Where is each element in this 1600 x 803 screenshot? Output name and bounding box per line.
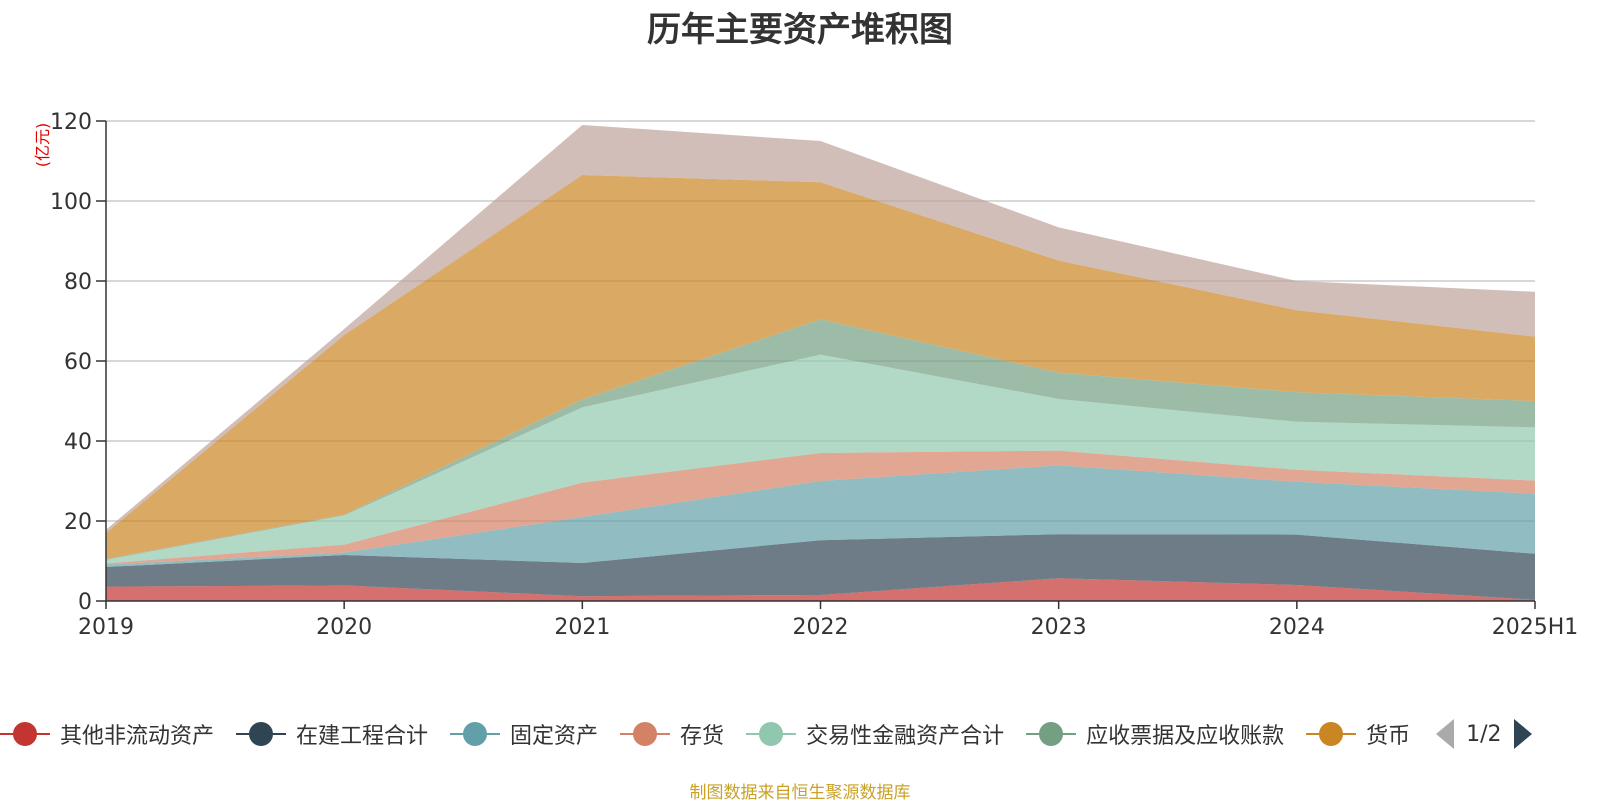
legend-item[interactable]: 货币	[1306, 718, 1410, 750]
legend-label: 存货	[680, 724, 725, 749]
y-tick-label: 40	[64, 430, 92, 455]
y-tick-label: 100	[50, 190, 92, 215]
y-tick-label: 60	[64, 350, 92, 375]
axes: 0 20 40 60 80 100 120 2019 2020 2021 2022 2023 2024 2…	[50, 110, 1578, 640]
y-tick-label: 120	[50, 110, 92, 135]
legend-item[interactable]: 在建工程合计	[236, 718, 428, 750]
y-tick-label: 20	[64, 510, 92, 535]
legend: 其他非流动资产 在建工程合计 固定资产 存货 交易性金融资产合计 应收票据及应收账款 货币 1…	[0, 716, 1600, 752]
legend-prev-page-icon[interactable]	[1436, 719, 1455, 749]
legend-label: 固定资产	[510, 724, 599, 749]
area-series-3	[106, 465, 1535, 567]
legend-marker-icon	[620, 722, 671, 746]
legend-item[interactable]: 其他非流动资产	[0, 718, 214, 750]
area-series-7	[106, 175, 1535, 559]
x-tick-label: 2019	[78, 615, 134, 640]
legend-marker-icon	[236, 722, 287, 746]
x-tick-label: 2022	[793, 615, 849, 640]
legend-marker-icon	[450, 722, 501, 746]
legend-item[interactable]: 应收票据及应收账款	[1026, 718, 1284, 750]
area-series	[106, 125, 1535, 601]
legend-label: 应收票据及应收账款	[1086, 724, 1285, 749]
x-tick-label: 2023	[1031, 615, 1087, 640]
legend-label: 交易性金融资产合计	[806, 724, 1005, 749]
area-series-4	[106, 450, 1535, 565]
legend-marker-icon	[746, 722, 797, 746]
area-series-8	[106, 125, 1535, 533]
x-tick-label: 2025H1	[1492, 615, 1579, 640]
legend-item[interactable]: 固定资产	[450, 718, 598, 750]
legend-page-indicator: 1/2	[1466, 721, 1502, 747]
y-tick-label: 80	[64, 270, 92, 295]
legend-pager: 1/2	[1436, 719, 1532, 749]
chart-title: 历年主要资产堆积图	[647, 10, 953, 50]
area-series-1	[106, 578, 1535, 601]
area-series-5	[106, 354, 1535, 564]
area-series-2	[106, 534, 1535, 600]
y-axis-unit-label: (亿元)	[33, 123, 52, 168]
legend-label: 在建工程合计	[296, 724, 429, 749]
legend-marker-icon	[1026, 722, 1077, 746]
legend-marker-icon	[0, 722, 50, 746]
legend-item[interactable]: 交易性金融资产合计	[746, 718, 1004, 750]
source-note: 制图数据来自恒生聚源数据库	[689, 783, 911, 803]
x-tick-label: 2020	[316, 615, 372, 640]
x-tick-label: 2024	[1269, 615, 1325, 640]
legend-label: 货币	[1366, 724, 1411, 749]
x-tick-label: 2021	[554, 615, 610, 640]
legend-next-page-icon[interactable]	[1513, 719, 1532, 749]
legend-marker-icon	[1306, 722, 1357, 746]
y-tick-label: 0	[78, 590, 92, 615]
legend-label: 其他非流动资产	[60, 724, 215, 749]
legend-item[interactable]: 存货	[620, 718, 724, 750]
